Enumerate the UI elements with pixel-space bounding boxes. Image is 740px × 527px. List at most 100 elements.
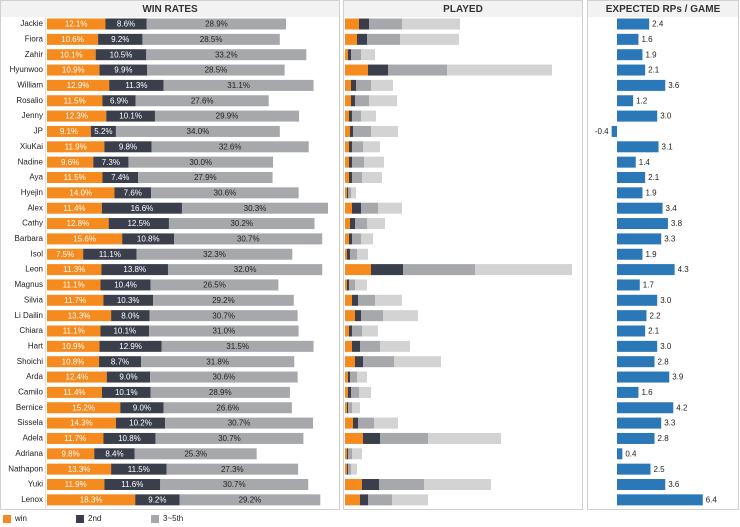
bar-segment <box>348 402 352 414</box>
bar-segment <box>369 95 397 107</box>
value-label: 8.4% <box>105 449 123 458</box>
value-label: 30.6% <box>214 188 237 197</box>
bar <box>617 49 643 61</box>
value-label: 7.6% <box>124 188 142 197</box>
bar-segment <box>351 463 357 475</box>
category-label: Cathy <box>22 219 43 228</box>
bar-segment <box>371 125 398 137</box>
bar-segment <box>400 33 459 45</box>
value-label: 11.7% <box>64 434 86 443</box>
bar-segment <box>347 279 349 291</box>
value-label: 16.6% <box>131 204 154 213</box>
value-label: 27.9% <box>194 173 217 182</box>
bar-segment <box>111 463 167 475</box>
value-label: 1.2 <box>636 96 648 105</box>
bar-segment <box>352 294 358 306</box>
value-label: 9.8% <box>62 449 80 458</box>
bar-segment <box>115 125 280 137</box>
value-label: 30.0% <box>189 158 212 167</box>
bar-segment <box>47 125 91 137</box>
value-label: 12.3% <box>65 112 88 121</box>
bar-segment <box>99 340 162 352</box>
value-label: 10.8% <box>118 434 141 443</box>
value-label: 3.0 <box>660 112 672 121</box>
bar <box>617 248 643 260</box>
bar-segment <box>174 233 323 245</box>
bar-segment <box>154 110 300 122</box>
value-label: 30.6% <box>213 373 236 382</box>
bar-segment <box>47 417 116 429</box>
bar-segment <box>151 141 309 153</box>
value-label: 9.9% <box>114 66 132 75</box>
legend-label: win <box>14 514 27 523</box>
value-label: 2.5 <box>654 465 666 474</box>
bar-segment <box>83 248 137 260</box>
bar-segment <box>345 49 348 61</box>
bar-segment <box>345 279 347 291</box>
bar-segment <box>47 156 94 168</box>
bar <box>617 417 662 429</box>
bar-segment <box>345 18 359 30</box>
bar-segment <box>128 156 274 168</box>
bar-segment <box>352 172 362 183</box>
category-label: Rosalio <box>16 96 43 105</box>
value-label: 33.2% <box>215 50 238 59</box>
value-label: 11.9% <box>65 142 87 151</box>
category-label: Leon <box>25 265 43 274</box>
bar-segment <box>356 79 371 91</box>
category-label: XiuKai <box>20 142 43 151</box>
bar-segment <box>352 402 360 414</box>
bar-segment <box>360 340 380 352</box>
value-label: 10.2% <box>129 419 152 428</box>
bar-segment <box>348 371 350 383</box>
bar-segment <box>402 18 460 30</box>
bar-segment <box>99 64 148 76</box>
value-label: 27.3% <box>221 465 244 474</box>
value-label: 12.1% <box>65 20 88 29</box>
value-label: 1.9 <box>645 50 657 59</box>
value-label: 4.3 <box>678 265 690 274</box>
bar-segment <box>345 64 368 76</box>
bar-segment <box>349 172 352 183</box>
value-label: 13.8% <box>123 265 146 274</box>
bar-segment <box>345 463 347 475</box>
bar-segment <box>47 95 103 107</box>
bar-segment <box>383 310 418 322</box>
bar-segment <box>368 64 388 76</box>
value-label: 3.6 <box>668 480 680 489</box>
bar-segment <box>363 356 394 368</box>
category-label: Lenox <box>21 495 43 504</box>
bar-segment <box>345 110 349 122</box>
value-label: 30.7% <box>237 235 260 244</box>
value-label: 30.2% <box>230 219 253 228</box>
bar-segment <box>360 494 368 506</box>
bar-segment <box>99 356 141 368</box>
bar-segment <box>345 141 349 153</box>
panel-header <box>588 1 738 17</box>
bar <box>617 402 674 414</box>
bar-segment <box>361 310 383 322</box>
bar-segment <box>347 402 348 414</box>
bar <box>617 172 646 183</box>
bar-segment <box>353 125 371 137</box>
bar-segment <box>347 463 348 475</box>
value-label: 31.8% <box>206 357 229 366</box>
value-label: 13.3% <box>68 311 91 320</box>
bar-segment <box>350 371 357 383</box>
value-label: 14.3% <box>70 419 93 428</box>
panel-frame <box>0 0 340 510</box>
bar-segment <box>47 432 104 444</box>
bar-segment <box>150 279 279 291</box>
bar-segment <box>167 264 323 276</box>
bar-segment <box>345 386 348 398</box>
bar-segment <box>345 340 352 352</box>
value-label: 9.0% <box>133 403 151 412</box>
bar-segment <box>47 49 96 61</box>
bar-segment <box>353 417 358 429</box>
value-label: 12.8% <box>67 219 90 228</box>
bar <box>617 340 658 352</box>
category-label: Chiara <box>19 326 43 335</box>
bar-segment <box>350 125 353 137</box>
value-label: 10.1% <box>113 327 136 336</box>
category-label: Barbara <box>15 234 44 243</box>
